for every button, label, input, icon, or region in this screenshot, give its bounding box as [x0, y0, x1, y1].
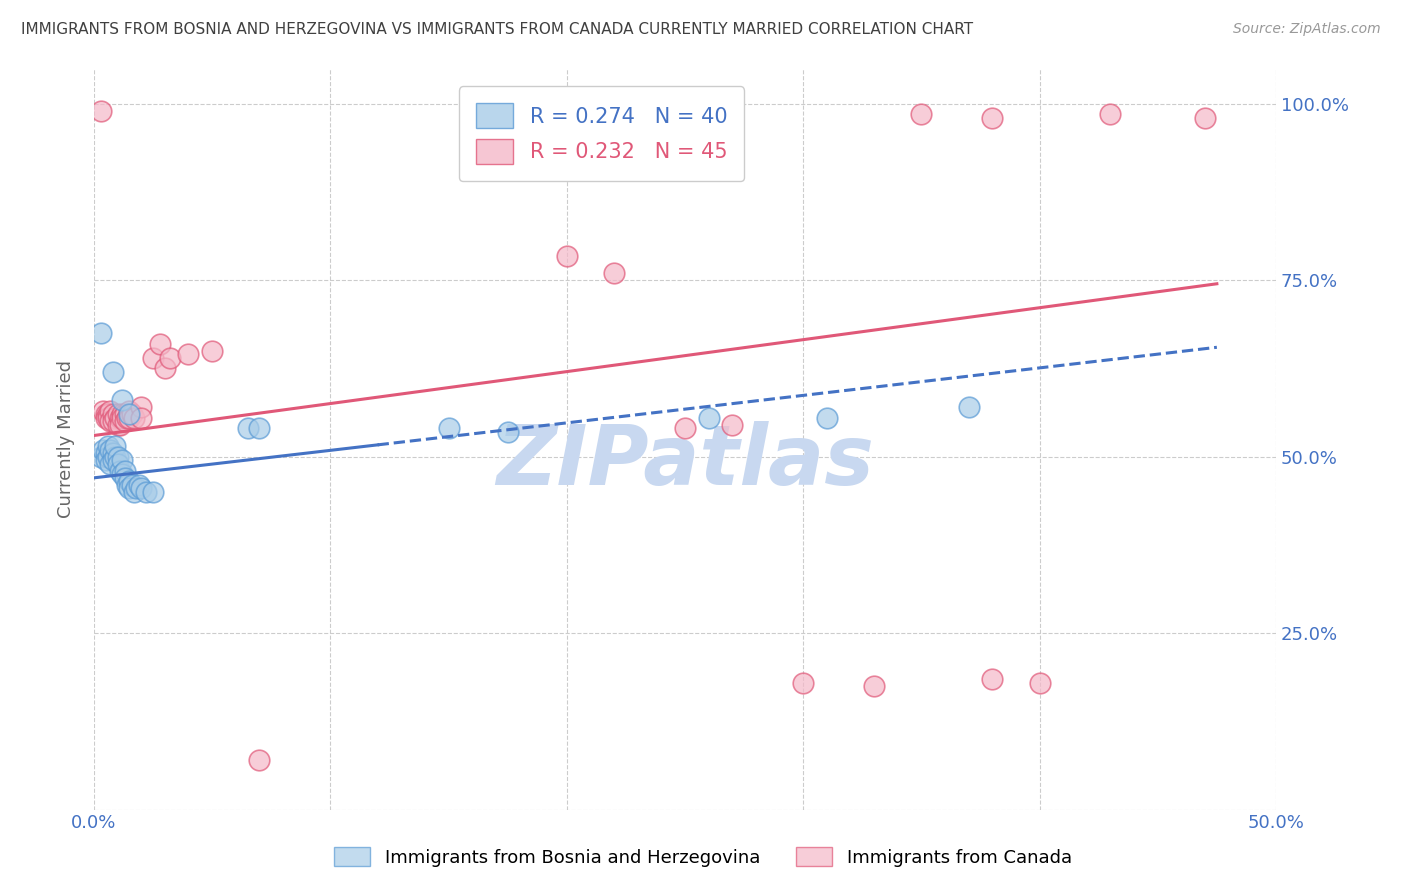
Point	[111, 453, 134, 467]
Point	[981, 672, 1004, 686]
Point	[94, 407, 117, 421]
Point	[118, 410, 141, 425]
Point	[697, 410, 720, 425]
Point	[118, 404, 141, 418]
Point	[249, 421, 271, 435]
Point	[114, 407, 136, 421]
Point	[101, 365, 124, 379]
Point	[249, 753, 271, 767]
Point	[90, 103, 112, 118]
Y-axis label: Currently Married: Currently Married	[58, 360, 75, 518]
Point	[107, 457, 129, 471]
Point	[721, 417, 744, 432]
Point	[201, 343, 224, 358]
Text: Source: ZipAtlas.com: Source: ZipAtlas.com	[1233, 22, 1381, 37]
Point	[100, 457, 122, 471]
Point	[910, 107, 932, 121]
Point	[815, 410, 838, 425]
Point	[111, 410, 134, 425]
Point	[673, 421, 696, 435]
Point	[129, 410, 152, 425]
Point	[114, 464, 136, 478]
Point	[555, 248, 578, 262]
Point	[981, 111, 1004, 125]
Point	[97, 407, 120, 421]
Point	[128, 478, 150, 492]
Point	[437, 421, 460, 435]
Point	[159, 351, 181, 365]
Point	[104, 439, 127, 453]
Point	[101, 453, 124, 467]
Point	[97, 439, 120, 453]
Point	[118, 475, 141, 489]
Point	[97, 450, 120, 464]
Point	[121, 407, 143, 421]
Text: ZIPatlas: ZIPatlas	[496, 421, 875, 502]
Point	[153, 361, 176, 376]
Point	[142, 351, 165, 365]
Point	[125, 482, 148, 496]
Point	[93, 404, 115, 418]
Point	[149, 336, 172, 351]
Point	[101, 446, 124, 460]
Point	[101, 414, 124, 428]
Point	[1028, 675, 1050, 690]
Point	[107, 450, 129, 464]
Point	[603, 266, 626, 280]
Point	[863, 679, 886, 693]
Point	[115, 478, 138, 492]
Point	[101, 407, 124, 421]
Point	[236, 421, 259, 435]
Point	[104, 410, 127, 425]
Point	[100, 442, 122, 457]
Point	[1099, 107, 1122, 121]
Point	[129, 482, 152, 496]
Point	[108, 410, 131, 425]
Point	[100, 414, 122, 428]
Point	[108, 464, 131, 478]
Legend: R = 0.274   N = 40, R = 0.232   N = 45: R = 0.274 N = 40, R = 0.232 N = 45	[458, 87, 744, 181]
Point	[118, 482, 141, 496]
Point	[90, 326, 112, 341]
Point	[111, 407, 134, 421]
Point	[121, 478, 143, 492]
Point	[104, 450, 127, 464]
Point	[94, 446, 117, 460]
Point	[496, 425, 519, 439]
Point	[114, 414, 136, 428]
Point	[111, 467, 134, 482]
Point	[94, 410, 117, 425]
Point	[90, 450, 112, 464]
Point	[107, 407, 129, 421]
Point	[94, 453, 117, 467]
Text: IMMIGRANTS FROM BOSNIA AND HERZEGOVINA VS IMMIGRANTS FROM CANADA CURRENTLY MARRI: IMMIGRANTS FROM BOSNIA AND HERZEGOVINA V…	[21, 22, 973, 37]
Point	[111, 393, 134, 408]
Point	[177, 347, 200, 361]
Point	[97, 410, 120, 425]
Point	[93, 442, 115, 457]
Point	[108, 417, 131, 432]
Point	[135, 485, 157, 500]
Point	[115, 410, 138, 425]
Legend: Immigrants from Bosnia and Herzegovina, Immigrants from Canada: Immigrants from Bosnia and Herzegovina, …	[328, 840, 1078, 874]
Point	[129, 401, 152, 415]
Point	[122, 485, 145, 500]
Point	[1194, 111, 1216, 125]
Point	[122, 410, 145, 425]
Point	[792, 675, 814, 690]
Point	[100, 404, 122, 418]
Point	[142, 485, 165, 500]
Point	[114, 471, 136, 485]
Point	[957, 401, 980, 415]
Point	[118, 407, 141, 421]
Point	[107, 417, 129, 432]
